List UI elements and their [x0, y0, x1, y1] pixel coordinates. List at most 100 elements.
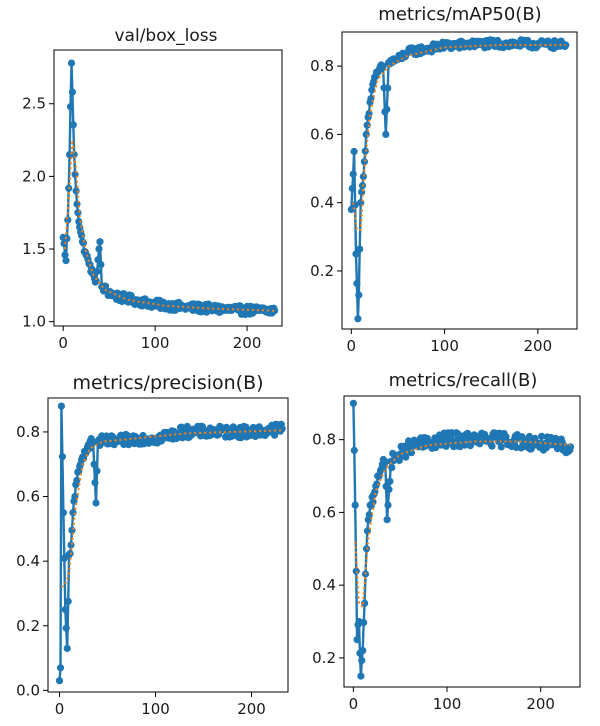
results-point	[93, 267, 101, 275]
results-point	[383, 105, 391, 113]
x-tick-label: 0	[55, 700, 65, 718]
x-tick-label: 100	[433, 695, 462, 713]
results-point	[360, 158, 368, 166]
y-tick-label: 1.0	[22, 313, 46, 331]
y-tick-label: 0.4	[310, 194, 334, 212]
y-tick-label: 0.6	[16, 488, 40, 506]
x-tick-label: 200	[237, 700, 266, 718]
results-point	[59, 509, 67, 517]
y-tick-label: 0.8	[312, 431, 336, 449]
results-point	[348, 184, 356, 193]
x-tick-label: 200	[524, 337, 553, 355]
results-point	[93, 467, 101, 475]
results-point	[363, 121, 371, 129]
axes-frame	[53, 49, 283, 327]
results-point	[538, 432, 546, 440]
results-point	[381, 457, 389, 466]
results-point	[199, 423, 207, 431]
results-point	[56, 664, 65, 672]
results-point	[351, 501, 359, 509]
results-point	[57, 402, 65, 410]
results-point	[373, 480, 381, 488]
y-tick-label: 0.2	[312, 649, 336, 667]
results-point	[68, 526, 76, 534]
results-point	[349, 170, 357, 178]
subplot-val-box-loss: val/box_loss 0 100 200 1.0 1.5 2.0 2.5	[22, 26, 283, 352]
results-point	[66, 103, 75, 111]
results-point	[384, 84, 392, 92]
subplot-metrics-precision: metrics/precision(B) 0 100 200 0.0 0.2 0.4 0.6…	[16, 372, 289, 718]
results-point	[353, 279, 361, 288]
subplot-metrics-map50: metrics/mAP50(B) 0 100 200 0.2 0.4 0.6 0.8	[310, 4, 578, 355]
results-point	[63, 644, 71, 653]
results-point	[242, 423, 250, 431]
y-tick-label: 0.8	[310, 57, 334, 75]
results-point	[69, 121, 77, 129]
results-point	[74, 209, 82, 217]
results-point	[271, 307, 279, 315]
y-tick-label: 0.8	[16, 423, 40, 441]
subplot-title: metrics/recall(B)	[389, 370, 538, 391]
x-tick-label: 100	[141, 700, 170, 718]
results-point	[72, 187, 80, 195]
y-tick-label: 1.5	[22, 240, 46, 258]
results-point	[64, 216, 72, 224]
results-point	[271, 431, 279, 439]
axes-frame	[47, 397, 289, 693]
axes-frame	[343, 395, 581, 688]
results-point	[92, 277, 100, 285]
subplot-metrics-recall: metrics/recall(B) 0 100 200 0.2 0.4 0.6 0.8	[312, 370, 581, 713]
results-point	[92, 499, 100, 507]
smooth-line	[60, 429, 283, 588]
results-point	[369, 498, 377, 506]
results-point	[350, 147, 358, 156]
y-tick-label: 0.4	[312, 576, 336, 594]
results-point	[62, 624, 70, 632]
results-point	[488, 442, 496, 450]
y-tick-label: 2.5	[22, 95, 46, 113]
results-point	[365, 511, 373, 519]
results-point	[382, 130, 390, 138]
results-point	[359, 173, 367, 181]
results-point	[62, 257, 70, 265]
results-point	[407, 449, 415, 457]
results-point	[95, 245, 103, 253]
results-point	[360, 618, 368, 627]
results-point	[67, 541, 75, 549]
results-point	[73, 476, 81, 484]
results-point	[385, 485, 393, 493]
results-point	[97, 261, 105, 269]
subplot-title: val/box_loss	[115, 26, 218, 46]
results-point	[384, 501, 392, 509]
results-point	[358, 656, 366, 665]
results-point	[358, 188, 366, 196]
x-tick-label: 100	[141, 334, 170, 352]
smooth-line	[352, 44, 566, 231]
results-point	[362, 130, 370, 138]
y-tick-label: 2.0	[22, 167, 46, 185]
x-tick-label: 200	[233, 334, 262, 352]
results-point	[361, 599, 369, 607]
x-tick-label: 0	[347, 337, 357, 355]
results-point	[75, 218, 83, 226]
results-point	[395, 456, 403, 464]
results-point	[497, 443, 505, 451]
results-point	[349, 399, 357, 407]
results-point	[350, 446, 358, 454]
results-point	[357, 672, 365, 680]
results-point	[96, 238, 104, 246]
y-tick-label: 0.2	[16, 617, 40, 635]
smooth-line	[64, 139, 275, 312]
y-tick-label: 0.4	[16, 552, 40, 570]
results-point	[388, 464, 396, 472]
results-point	[68, 88, 76, 96]
results-point	[79, 239, 87, 247]
results-point	[61, 251, 69, 259]
results-point	[90, 460, 98, 468]
y-tick-label: 0.6	[310, 125, 334, 143]
results-point	[61, 606, 69, 614]
results-point	[355, 291, 363, 299]
results-point	[352, 567, 360, 575]
results-point	[383, 516, 391, 524]
